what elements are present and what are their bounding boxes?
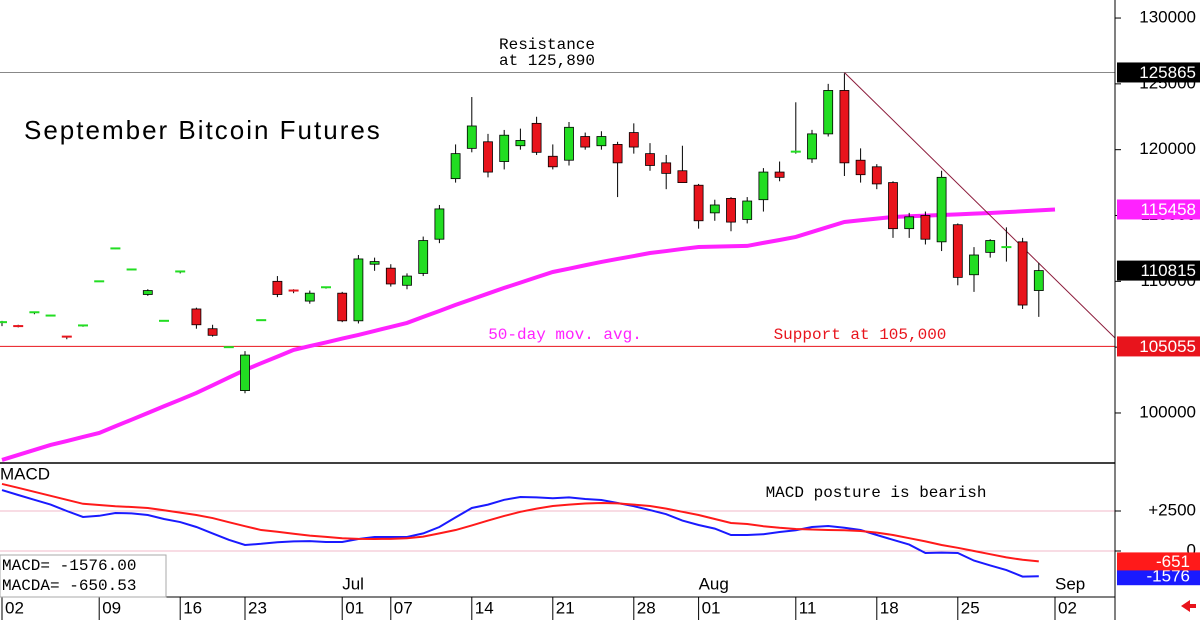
- candle-body: [240, 354, 250, 391]
- price-label: 110815: [1141, 261, 1196, 280]
- x-tick-label: 02: [1058, 598, 1077, 617]
- candle-body: [645, 153, 655, 166]
- x-tick-label: 28: [637, 598, 656, 617]
- candle-body: [677, 170, 688, 183]
- moving-average-label: 50-day mov. avg.: [488, 326, 642, 344]
- candle-body: [807, 133, 817, 160]
- price-label-box: [1117, 260, 1200, 281]
- x-tick-label: 23: [248, 598, 267, 617]
- macd-label: -651: [1156, 552, 1190, 571]
- candle-body: [823, 90, 834, 135]
- y-tick-label: 0: [1187, 540, 1196, 559]
- macd-line: [1, 482, 1039, 563]
- candle-body: [515, 140, 526, 147]
- candle-body: [547, 155, 558, 168]
- moving-average: [1, 207, 1056, 462]
- candle-body: [369, 261, 380, 265]
- x-tick-label: 01: [345, 598, 364, 617]
- macd-title: MACD: [0, 464, 50, 483]
- x-tick-label: 09: [102, 598, 121, 617]
- candle-body: [304, 292, 315, 302]
- resistance-label: Resistance: [499, 36, 595, 54]
- candle-body: [353, 258, 364, 322]
- candle-body: [904, 216, 915, 230]
- candle-body: [596, 136, 607, 147]
- candle-body: [418, 240, 429, 274]
- readout-box: [0, 554, 167, 598]
- candle-body: [337, 292, 348, 322]
- price-label-box: [1117, 62, 1200, 83]
- x-tick-label: 02: [5, 598, 24, 617]
- candle-body: [888, 182, 898, 230]
- x-tick-label: 01: [702, 598, 721, 617]
- candle-body: [272, 280, 283, 295]
- candle-body: [693, 184, 704, 222]
- x-tick-label: 25: [961, 598, 980, 617]
- candle-body: [385, 267, 396, 285]
- candle-body: [985, 240, 996, 253]
- candle-body: [952, 224, 963, 278]
- candle-body: [483, 141, 493, 173]
- price-label: 105055: [1139, 337, 1196, 356]
- month-label: Aug: [699, 574, 729, 593]
- candle-body: [726, 197, 736, 223]
- candle-body: [742, 200, 753, 220]
- candle-body: [402, 275, 412, 286]
- candle-body: [936, 176, 947, 243]
- candle-body: [450, 153, 461, 180]
- readout: MACD= -1576.00: [2, 557, 136, 575]
- month-label: Sep: [1055, 574, 1085, 593]
- trendline: [844, 72, 1115, 339]
- plot-area: [0, 71, 1115, 578]
- candle-body: [920, 215, 931, 240]
- x-tick-label: 14: [475, 598, 494, 617]
- candle-body: [1033, 270, 1044, 291]
- chart-title: September Bitcoin Futures: [24, 115, 382, 145]
- resistance-label: at 125,890: [499, 52, 595, 70]
- support-label: Support at 105,000: [774, 326, 947, 344]
- x-tick-label: 21: [556, 598, 575, 617]
- x-tick-label: 11: [799, 598, 817, 617]
- price-label: 125865: [1139, 63, 1196, 82]
- candle-body: [855, 159, 866, 176]
- candle-body: [612, 144, 623, 164]
- candle-body: [871, 166, 882, 185]
- candle-body: [1017, 241, 1028, 306]
- month-label: Jul: [342, 574, 364, 593]
- price-label-box: [1117, 199, 1200, 220]
- candle-body: [839, 90, 850, 164]
- macd-annotation: MACD posture is bearish: [766, 484, 987, 502]
- candle-body: [709, 204, 720, 214]
- y-tick-label: 100000: [1139, 402, 1196, 421]
- y-tick-label: +2500: [1148, 500, 1196, 519]
- candle-body: [142, 290, 153, 295]
- candle-body: [191, 308, 202, 326]
- readout: MACDA= -650.53: [2, 577, 136, 595]
- price-label: 115458: [1141, 200, 1196, 219]
- y-tick-label: 130000: [1139, 8, 1196, 27]
- candle-body: [531, 122, 542, 153]
- x-tick-label: 16: [183, 598, 202, 617]
- candle-body: [661, 162, 672, 174]
- macd-label-box: [1117, 567, 1200, 586]
- candle-body: [758, 171, 769, 201]
- candle-body: [499, 134, 510, 162]
- macd-label: -1576: [1147, 567, 1190, 586]
- x-tick-label: 07: [394, 598, 413, 617]
- y-tick-label: 120000: [1139, 139, 1196, 158]
- candle-body: [207, 328, 218, 336]
- scroll-arrow: [1181, 600, 1196, 612]
- candle-body: [564, 126, 574, 161]
- x-tick-label: 18: [880, 598, 899, 617]
- candle-body: [434, 208, 445, 240]
- candle-body: [580, 136, 591, 148]
- macd-label-box: [1117, 552, 1200, 571]
- candle-body: [969, 254, 979, 276]
- candle-body: [774, 171, 785, 178]
- candle-body: [466, 125, 477, 149]
- price-label-box: [1117, 336, 1200, 357]
- candle-body: [628, 132, 639, 148]
